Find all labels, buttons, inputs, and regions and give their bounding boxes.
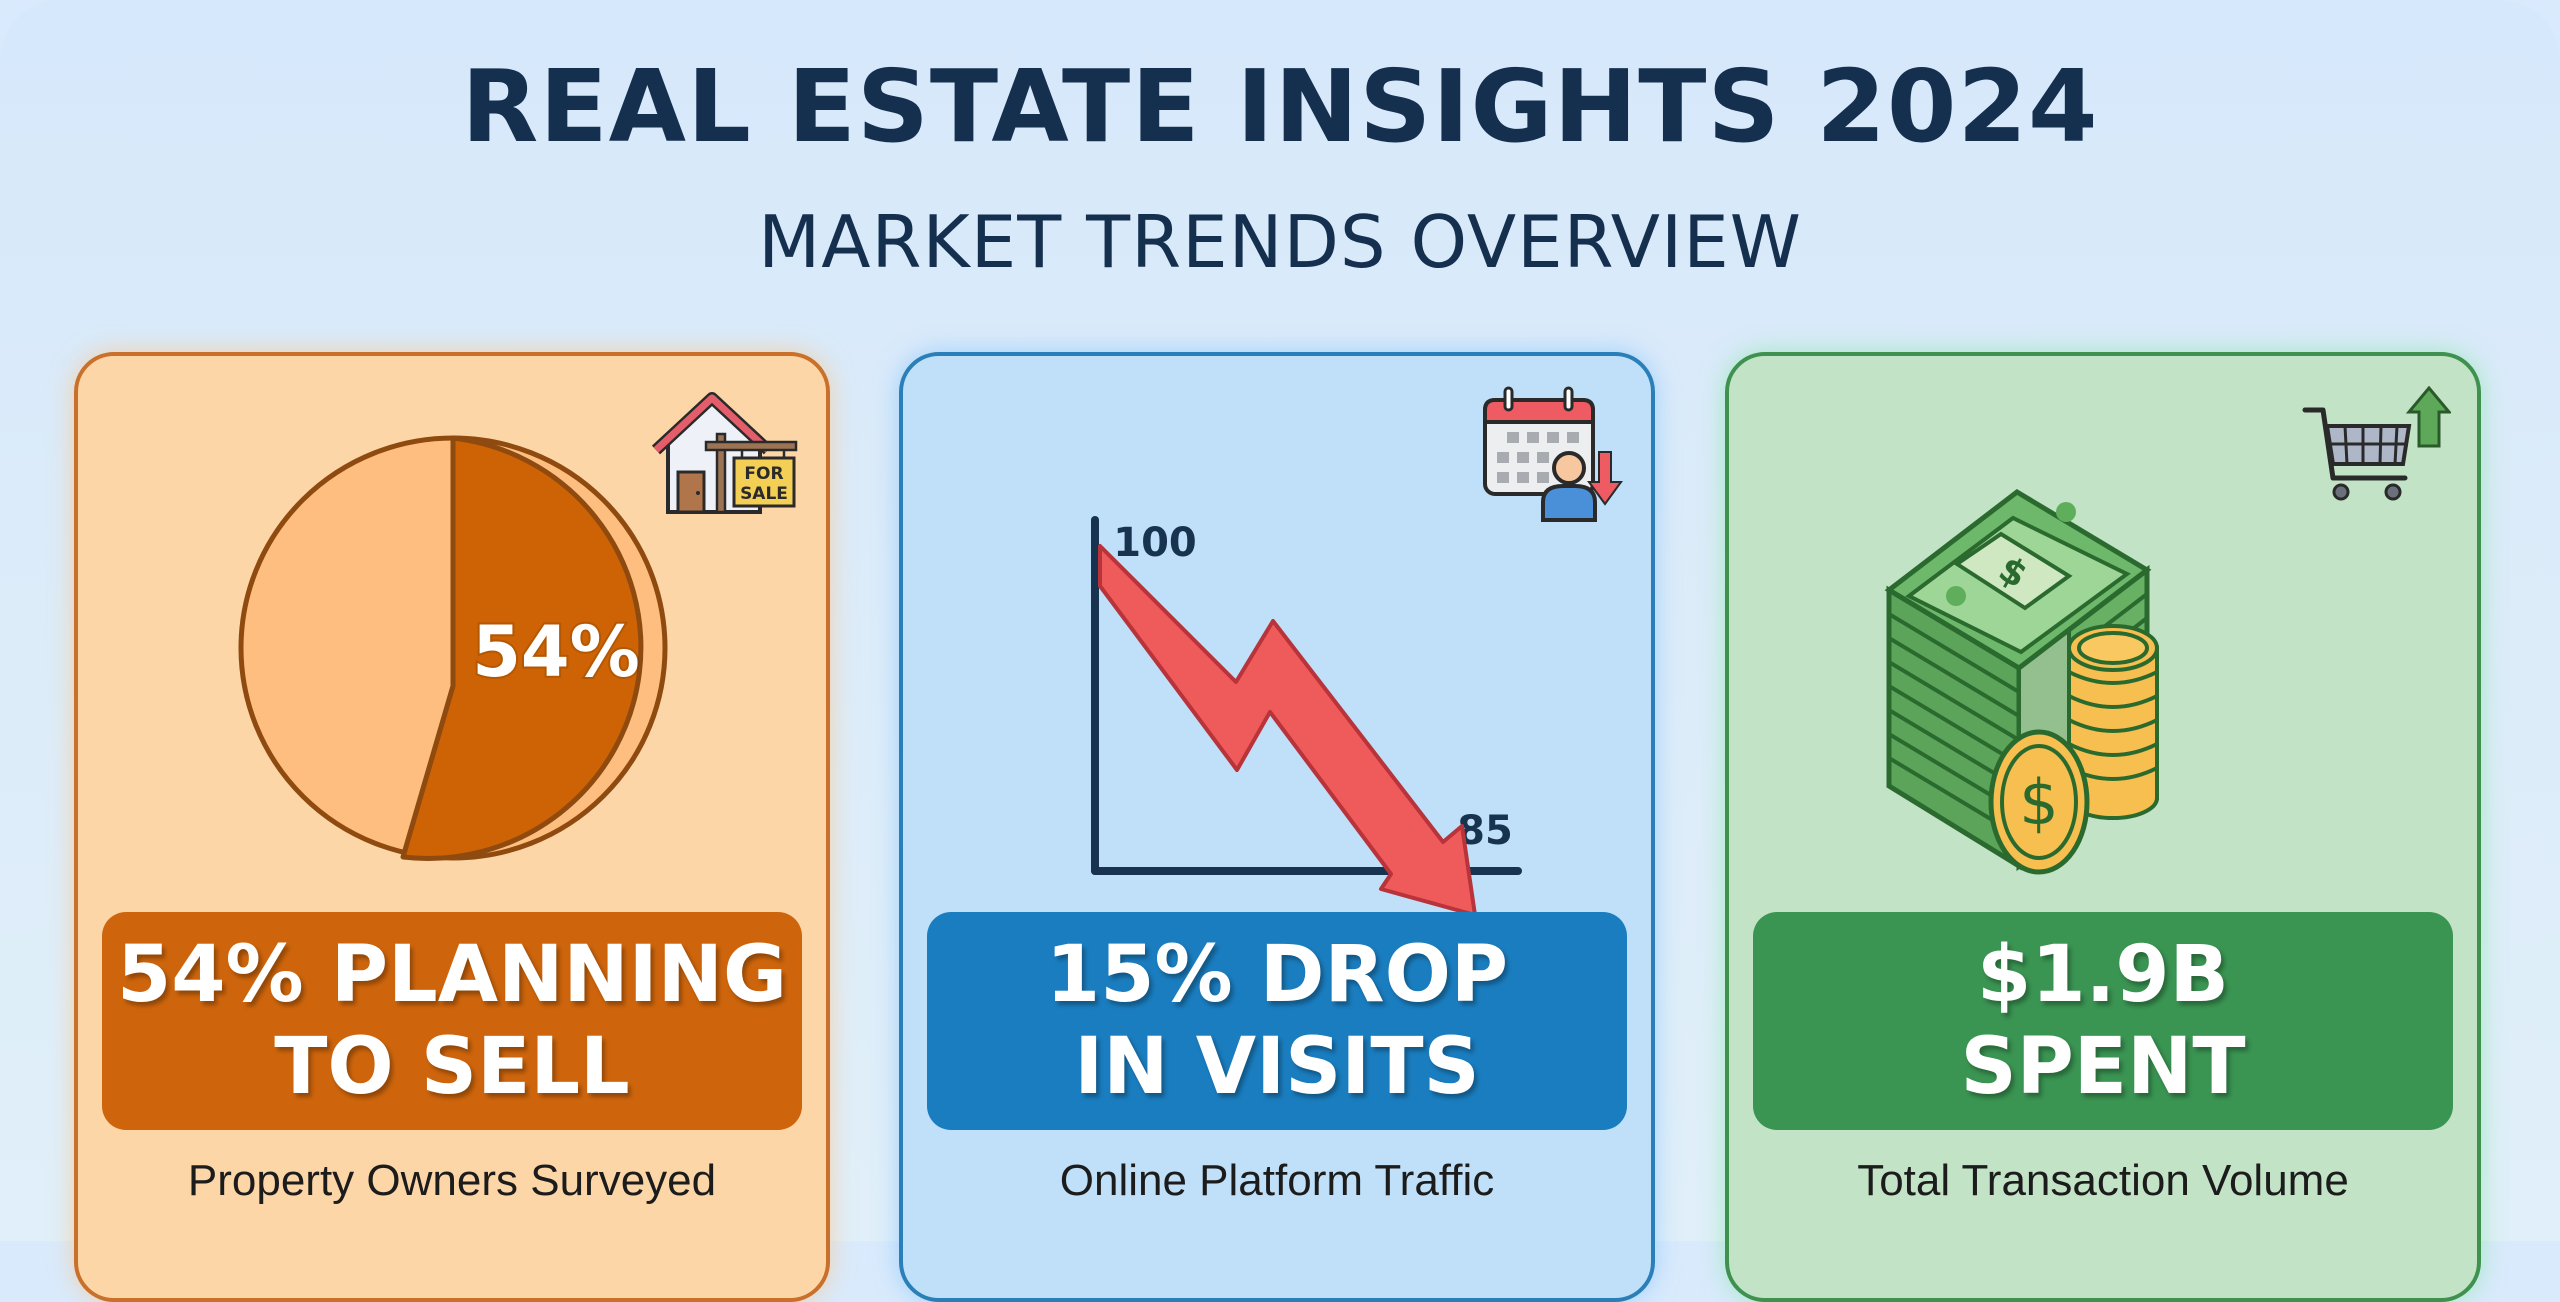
sign-text-for: FOR — [744, 464, 783, 484]
traffic-drop-chart: 100 85 — [1091, 516, 1522, 917]
shopping-cart-up-icon — [2302, 386, 2451, 501]
banner-line-1: $1.9B — [1977, 930, 2229, 1020]
calendar-user-down-icon — [1483, 386, 1623, 522]
card-caption: Online Platform Traffic — [1059, 1156, 1495, 1205]
start-value-label: 100 — [1113, 520, 1197, 566]
pie-slice-planning — [400, 435, 644, 861]
card-caption: Total Transaction Volume — [1857, 1156, 2349, 1205]
svg-text:$: $ — [2019, 766, 2058, 839]
stat-banner: 15% DROP IN VISITS — [927, 912, 1627, 1130]
banner-line-1: 15% DROP — [1045, 930, 1509, 1020]
sign-text-sale: SALE — [740, 484, 788, 504]
pie-chart: 54% — [238, 435, 668, 861]
money-stack-illustration: $ $ — [1884, 488, 2159, 875]
stat-banner: $1.9B SPENT — [1753, 912, 2453, 1130]
card-online-traffic: 100 85 15% DROP IN VISITS Online Platfor… — [899, 352, 1655, 1302]
banner-line-2: SPENT — [1960, 1022, 2246, 1112]
card-caption: Property Owners Surveyed — [187, 1156, 717, 1205]
stat-banner: 54% PLANNING TO SELL — [102, 912, 802, 1130]
page-title: REAL ESTATE INSIGHTS 2024 — [461, 48, 2099, 165]
banner-line-1: 54% PLANNING — [117, 930, 787, 1020]
drop-arrow — [1098, 544, 1477, 917]
pie-percent-label: 54% — [472, 611, 640, 693]
banner-line-2: TO SELL — [274, 1022, 630, 1112]
house-for-sale-icon: FOR SALE — [651, 392, 798, 514]
banner-line-2: IN VISITS — [1074, 1022, 1480, 1112]
card-transaction-volume: $ $ $1.9B SPENT Total Transaction Volume — [1725, 352, 2481, 1302]
card-property-owners: FOR SALE 54% 54% PLANNING TO SELL Proper… — [74, 352, 830, 1302]
page-subtitle: MARKET TRENDS OVERVIEW — [758, 200, 1802, 284]
